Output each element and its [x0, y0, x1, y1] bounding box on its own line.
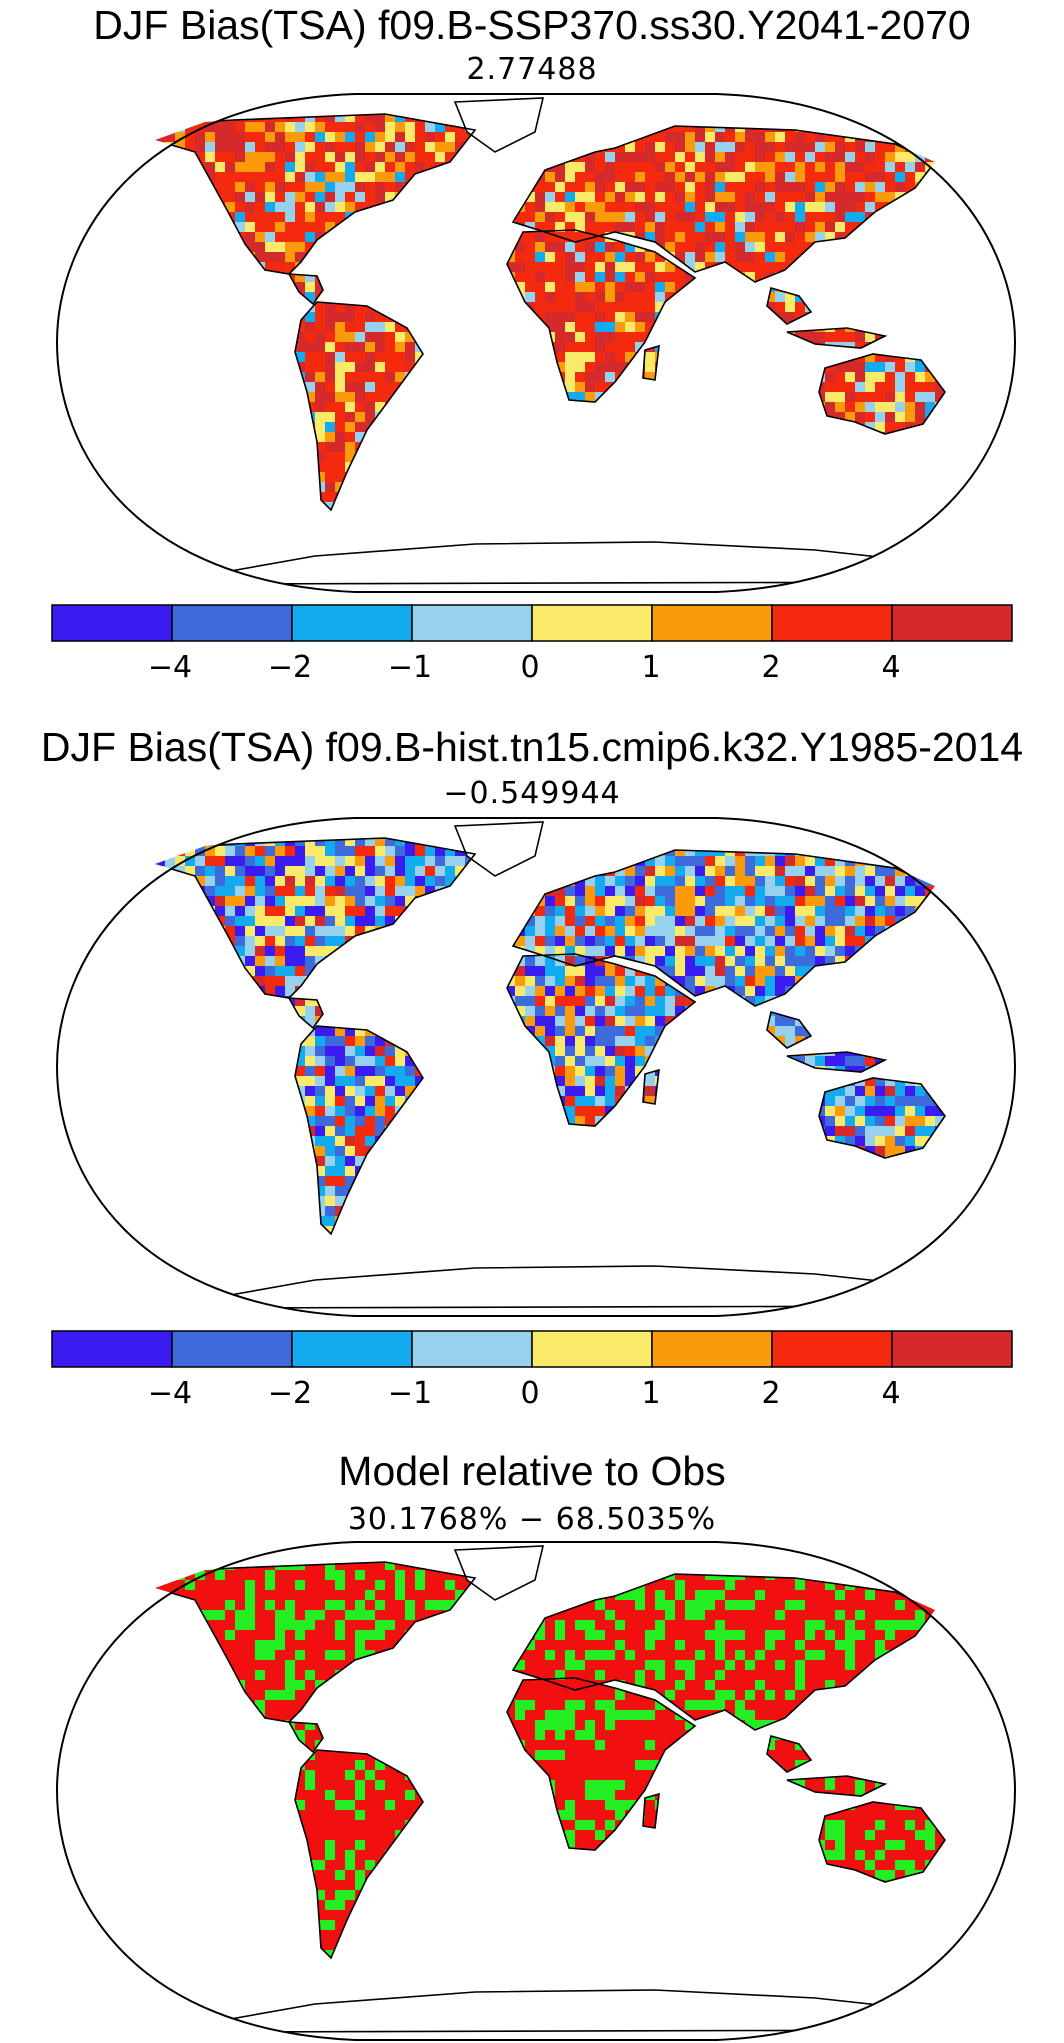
- colorbar-swatch: [51, 604, 173, 642]
- panel2-colorbar: [51, 1330, 1013, 1368]
- colorbar-swatch: [531, 604, 653, 642]
- panel2-map: [55, 817, 1017, 1317]
- panel1-tick-5: 1: [641, 650, 661, 685]
- panel2-title: DJF Bias(TSA) f09.B-hist.tn15.cmip6.k32.…: [40, 724, 1024, 770]
- colorbar-swatch: [291, 604, 413, 642]
- colorbar-swatch: [171, 1330, 293, 1368]
- colorbar-swatch: [531, 1330, 653, 1368]
- panel1-subtitle: 2.77488: [466, 52, 598, 87]
- panel3-subtitle: 30.1768% − 68.5035%: [347, 1502, 717, 1537]
- colorbar-swatch: [891, 1330, 1013, 1368]
- colorbar-swatch: [411, 1330, 533, 1368]
- panel1-tick-2: −2: [267, 650, 313, 685]
- colorbar-swatch: [51, 1330, 173, 1368]
- panel1-title: DJF Bias(TSA) f09.B-SSP370.ss30.Y2041-20…: [93, 2, 971, 48]
- panel3-title: Model relative to Obs: [338, 1448, 726, 1494]
- panel3-map: [55, 1541, 1017, 2041]
- colorbar-swatch: [771, 1330, 893, 1368]
- panel2-tick-4: 0: [520, 1376, 540, 1411]
- panel2-tick-1: −4: [147, 1376, 193, 1411]
- panel1-map: [55, 93, 1017, 593]
- colorbar-swatch: [771, 604, 893, 642]
- colorbar-swatch: [651, 604, 773, 642]
- panel2-tick-6: 2: [761, 1376, 781, 1411]
- colorbar-swatch: [171, 604, 293, 642]
- panel2-tick-7: 4: [881, 1376, 901, 1411]
- panel1-tick-1: −4: [147, 650, 193, 685]
- colorbar-swatch: [651, 1330, 773, 1368]
- panel1-tick-6: 2: [761, 650, 781, 685]
- panel1-tick-7: 4: [881, 650, 901, 685]
- panel1-tick-4: 0: [520, 650, 540, 685]
- panel2-tick-2: −2: [267, 1376, 313, 1411]
- panel2-tick-5: 1: [641, 1376, 661, 1411]
- colorbar-swatch: [291, 1330, 413, 1368]
- colorbar-swatch: [411, 604, 533, 642]
- panel1-colorbar: [51, 604, 1013, 642]
- panel2-subtitle: −0.549944: [443, 776, 621, 811]
- panel1-tick-3: −1: [387, 650, 433, 685]
- panel2-tick-3: −1: [387, 1376, 433, 1411]
- colorbar-swatch: [891, 604, 1013, 642]
